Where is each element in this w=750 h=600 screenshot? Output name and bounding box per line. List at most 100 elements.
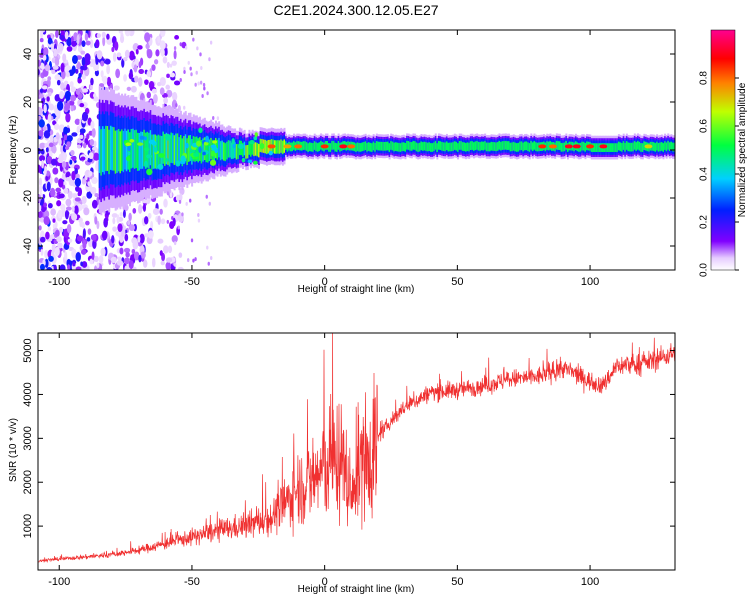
spectrogram-cell	[173, 262, 177, 267]
spectrogram-cell	[625, 141, 628, 150]
spectrogram-cell	[445, 141, 448, 151]
spectrogram-cell	[96, 262, 100, 269]
spectrogram-cell	[132, 55, 136, 60]
spectrogram-cell	[43, 130, 51, 139]
spectrogram-cell	[275, 140, 278, 154]
spectrogram-cell	[66, 135, 73, 142]
spectrogram-cell	[185, 142, 189, 149]
spectrogram-y-label: Frequency (Hz)	[8, 116, 19, 185]
spectrogram-cell	[67, 190, 73, 200]
spectrogram-cell	[85, 220, 90, 226]
spectrogram-cell	[189, 135, 192, 162]
spectrogram-cell	[515, 143, 518, 152]
spectrogram-cell	[331, 141, 334, 150]
spectrogram-cell	[472, 142, 475, 151]
spectrogram-cell	[178, 199, 182, 204]
spectrogram-cell	[522, 142, 525, 152]
spectrogram-cell	[61, 161, 67, 169]
spectrogram-cell	[557, 141, 560, 150]
spectrogram-cell	[101, 31, 106, 38]
spectrogram-cell	[88, 239, 93, 248]
spectrogram-cell	[210, 144, 217, 149]
spectrogram-cell	[78, 72, 82, 78]
spectrogram-cell	[132, 207, 137, 214]
spectrogram-cell	[128, 212, 132, 222]
spectrogram-cell	[546, 141, 549, 150]
spectrogram-cell	[79, 102, 85, 108]
spectrogram-cell	[94, 193, 99, 198]
spectrogram-cell	[425, 142, 428, 151]
spectrogram-cell	[487, 142, 490, 152]
spectrogram-cell	[117, 128, 120, 172]
spectrogram-cell	[98, 255, 104, 264]
spectrogram-cell	[178, 193, 183, 201]
spectrogram-cell	[308, 142, 311, 152]
spectrogram-cell	[38, 155, 46, 162]
spectrogram-cell	[159, 40, 166, 50]
spectrogram-cell	[47, 226, 51, 231]
spectrogram-cell	[449, 142, 452, 152]
spectrogram-cell	[224, 143, 227, 162]
spectrogram-cell	[442, 142, 445, 152]
spectrogram-cell	[82, 142, 87, 149]
spectrogram-cell	[176, 133, 179, 163]
spectrogram-cell	[530, 140, 533, 150]
spectrogram-cell	[633, 140, 636, 150]
spectrogram-cell	[62, 181, 67, 186]
spectrogram-cell	[112, 217, 116, 225]
spectrogram-cell	[140, 131, 143, 169]
spectrogram-cell	[171, 60, 177, 66]
spectrogram-cell	[660, 142, 663, 151]
spectrogram-cell	[111, 213, 118, 218]
spectrogram-peak	[339, 144, 348, 149]
spectrogram-cell	[174, 35, 180, 40]
spectrogram-cell	[70, 94, 77, 102]
spectrogram-cell	[367, 142, 370, 151]
spectrogram-cell	[50, 187, 56, 198]
spectrogram-cell	[74, 205, 79, 215]
spectrogram-cell	[103, 128, 106, 175]
spectrogram-cell	[87, 181, 91, 187]
spectrogram-cell	[555, 140, 558, 150]
spectrogram-cell	[39, 201, 44, 206]
spectrogram-cell	[654, 143, 657, 152]
spectrogram-cell	[52, 167, 59, 175]
spectrogram-cell	[43, 216, 50, 226]
spectrogram-cell	[71, 213, 78, 221]
spectrogram-peak	[347, 144, 356, 149]
spectrogram-cell	[63, 80, 69, 86]
spectrogram-cell	[439, 141, 442, 150]
spectrogram-cell	[514, 142, 517, 152]
spectrogram-cell	[81, 195, 87, 205]
spectrogram-cell	[70, 149, 75, 156]
spectrogram-cell	[672, 142, 675, 152]
y-tick-label: 5000	[22, 338, 34, 362]
spectrogram-cell	[124, 128, 127, 170]
spectrogram-cell	[504, 140, 507, 150]
spectrogram-cell	[56, 79, 61, 86]
spectrogram-cell	[76, 144, 82, 149]
spectrogram-cell	[393, 142, 396, 152]
spectrogram-cell	[436, 143, 439, 152]
spectrogram-cell	[45, 54, 49, 63]
spectrogram-cell	[210, 137, 213, 160]
spectrogram-cell	[468, 142, 471, 152]
spectrogram-cell	[611, 143, 614, 152]
spectrogram-cell	[87, 228, 92, 235]
spectrogram-cell	[143, 129, 146, 167]
spectrogram-cell	[57, 242, 63, 249]
spectrogram-cell	[302, 141, 305, 150]
spectrogram-cell	[38, 119, 45, 128]
spectrogram-cell	[482, 141, 485, 151]
spectrogram-cell	[43, 202, 48, 208]
spectrogram-cell	[455, 141, 458, 151]
spectrogram-cell	[109, 125, 112, 170]
spectrogram-cell	[190, 238, 194, 243]
spectrogram-cell	[105, 125, 108, 172]
spectrogram-cell	[122, 130, 125, 173]
spectrogram-cell	[208, 201, 212, 206]
spectrogram-cell	[638, 141, 641, 151]
spectrogram-cell	[124, 49, 130, 59]
spectrogram-cell	[124, 233, 129, 242]
